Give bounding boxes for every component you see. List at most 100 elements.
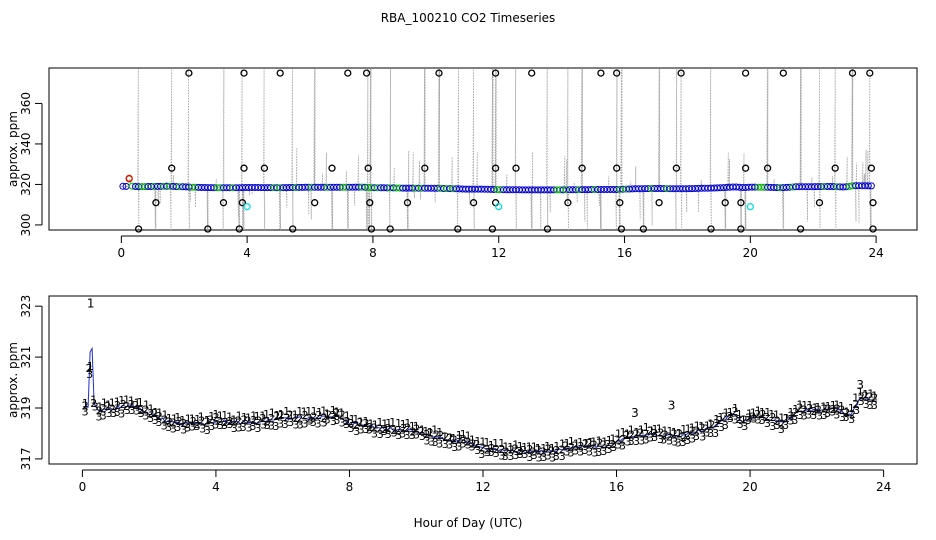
series-point-label: 2 <box>858 390 865 403</box>
series-point-label: 1 <box>368 418 375 431</box>
series-point-label: 2 <box>562 440 569 453</box>
series-point-label: 3 <box>358 424 365 437</box>
data-point <box>421 164 429 172</box>
series-point-label: 3 <box>619 440 626 453</box>
series-point-label: 1 <box>278 408 285 421</box>
series-point-label: 2 <box>516 445 523 458</box>
series-point-label: 1 <box>512 439 519 452</box>
data-point <box>779 69 787 77</box>
series-point-label: 2 <box>339 408 346 421</box>
series-point-label: 3 <box>330 415 337 428</box>
series-point-label: 3 <box>712 427 719 440</box>
series-point-label: 2 <box>726 410 733 423</box>
series-point-label: 2 <box>180 417 187 430</box>
series-point-label: 1 <box>615 428 622 441</box>
series-point-label: 2 <box>530 446 537 459</box>
series-point-label: 2 <box>619 434 626 447</box>
series-point-label: 2 <box>132 399 139 412</box>
series-point-label: 2 <box>545 443 552 456</box>
series-point-label: 2 <box>778 418 785 431</box>
series-point-label: 2 <box>306 412 313 425</box>
series-point-label: 3 <box>161 420 168 433</box>
series-point-label: 1 <box>217 410 224 423</box>
series-point-label: 1 <box>105 398 112 411</box>
series-point-label: 3 <box>540 451 547 464</box>
bottom-plot-frame <box>48 295 918 465</box>
series-point-label: 3 <box>114 406 121 419</box>
series-point-label: 2 <box>217 415 224 428</box>
series-point-label: 3 <box>371 428 378 441</box>
bottom-x-axis: 0 4 8 12 16 20 24 <box>79 469 891 494</box>
series-point-label: 2 <box>100 402 107 415</box>
series-point-label: 1 <box>185 412 192 425</box>
bottom-plot-marks: 1231231231231231231231231231231231231231… <box>82 297 879 465</box>
series-point-label: 3 <box>118 407 125 420</box>
series-point-label: 1 <box>713 413 720 426</box>
data-point <box>495 203 503 211</box>
data-point <box>219 199 228 207</box>
series-point-label: 3 <box>446 438 453 451</box>
series-point-label: 3 <box>764 417 771 430</box>
series-point-label: 2 <box>623 429 630 442</box>
series-point-label: 2 <box>190 415 197 428</box>
series-point-label: 1 <box>162 409 169 422</box>
series-point-label: 2 <box>512 442 519 455</box>
series-point-label: 1 <box>349 413 356 426</box>
series-point-label: 2 <box>437 429 444 442</box>
data-point <box>639 225 648 233</box>
series-point-label: 1 <box>825 400 832 413</box>
series-point-label: 1 <box>498 437 505 450</box>
top-x-tick-label: 12 <box>491 246 506 260</box>
series-point-label: 3 <box>582 444 589 457</box>
series-point-label: 2 <box>520 444 527 457</box>
series-point-label: 3 <box>287 416 294 429</box>
series-point-label: 2 <box>741 414 748 427</box>
series-point-label: 2 <box>637 427 644 440</box>
series-point-label: 2 <box>591 438 598 451</box>
series-point-label: 2 <box>666 431 673 444</box>
series-point-label: 2 <box>642 427 649 440</box>
series-point-label: 2 <box>213 411 220 424</box>
bottom-x-tick-label: 8 <box>346 480 354 494</box>
series-point-label: 3 <box>833 409 840 422</box>
series-point-label: 2 <box>390 424 397 437</box>
series-point-label: 2 <box>788 410 795 423</box>
series-point-label: 2 <box>109 403 116 416</box>
series-point-label: 2 <box>207 414 214 427</box>
series-point-label: 3 <box>348 422 355 435</box>
series-point-label: 2 <box>460 433 467 446</box>
series-point-label: 3 <box>858 395 865 408</box>
series-point-label: 2 <box>796 402 803 415</box>
series-point-label: 1 <box>179 414 186 427</box>
x-axis-label: Hour of Day (UTC) <box>414 516 523 530</box>
series-point-label: 3 <box>759 414 766 427</box>
series-point-label: 2 <box>783 412 790 425</box>
series-point-label: 1 <box>620 426 627 439</box>
series-point-label: 1 <box>90 394 97 407</box>
series-point-label: 3 <box>204 424 211 437</box>
series-point-label: 2 <box>693 425 700 438</box>
series-point-label: 2 <box>503 446 510 459</box>
series-point-label: 3 <box>366 424 373 437</box>
series-point-label: 3 <box>282 418 289 431</box>
series-point-label: 2 <box>586 437 593 450</box>
series-point-label: 3 <box>268 420 275 433</box>
series-point-label: 2 <box>151 407 158 420</box>
series-point-label: 2 <box>852 398 859 411</box>
series-point-label: 3 <box>512 449 519 462</box>
series-point-label: 2 <box>451 434 458 447</box>
series-point-label: 1 <box>208 410 215 423</box>
series-point-label: 3 <box>722 419 729 432</box>
series-point-label: 1 <box>740 414 747 427</box>
series-point-label: 3 <box>843 411 850 424</box>
series-point-label: 3 <box>703 426 710 439</box>
top-x-tick-label: 0 <box>118 246 126 260</box>
data-point <box>617 225 626 233</box>
series-point-label: 3 <box>353 425 360 438</box>
series-point-label: 2 <box>508 444 515 457</box>
series-point-label: 3 <box>236 421 243 434</box>
series-point-label: 1 <box>667 425 674 438</box>
series-point-label: 2 <box>702 422 709 435</box>
data-point <box>721 199 729 207</box>
series-point-label: 1 <box>400 418 407 431</box>
